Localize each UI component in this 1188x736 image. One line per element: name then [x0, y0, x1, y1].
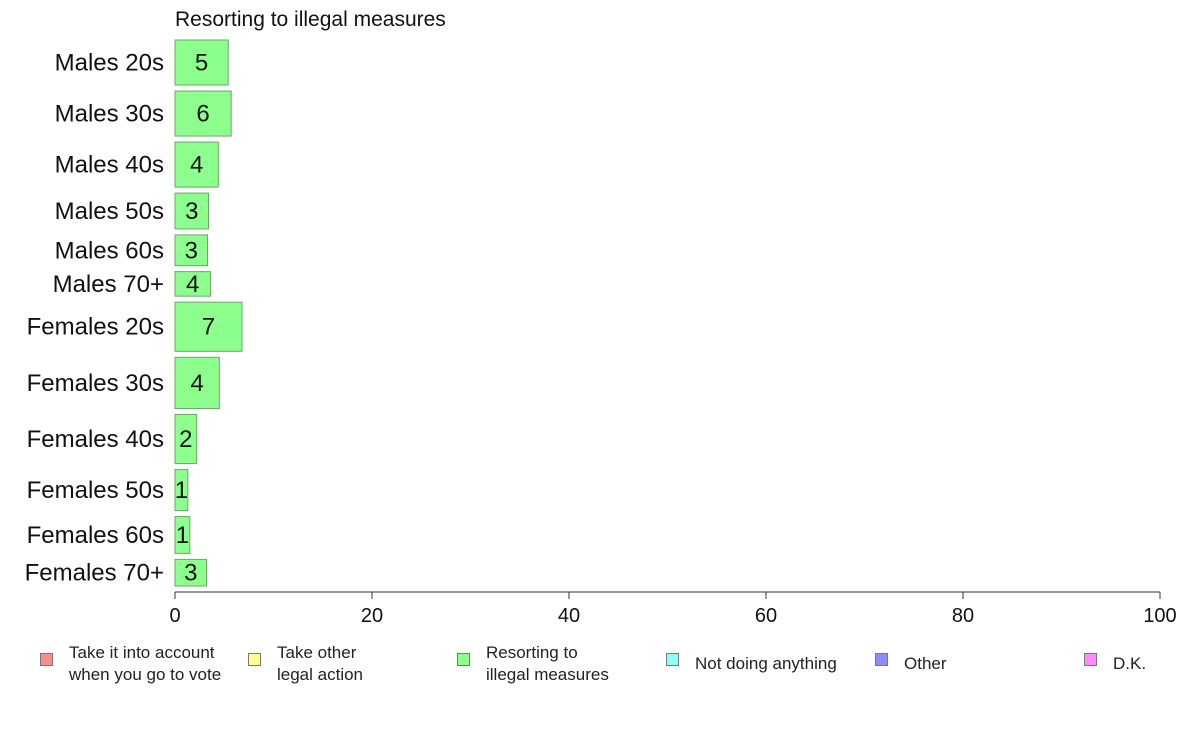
legend-label: Other	[904, 654, 947, 673]
category-label: Females 20s	[27, 314, 164, 341]
category-label: Females 40s	[27, 426, 164, 453]
x-tick-label: 0	[169, 605, 180, 627]
legend-label: D.K.	[1113, 654, 1147, 673]
legend: Take it into account when you go to vote…	[0, 636, 1188, 696]
bar	[174, 558, 208, 587]
bar-value-label: 2	[179, 426, 192, 453]
bar	[174, 413, 198, 465]
category-label: Males 40s	[55, 152, 164, 179]
bar-value-label: 7	[202, 314, 215, 341]
bar-value-label: 1	[176, 522, 189, 549]
legend-swatch	[875, 653, 888, 666]
legend-label: Take it into account when you go to vote	[69, 643, 222, 684]
bar	[174, 356, 220, 409]
x-tick-label: 20	[361, 605, 383, 627]
bar-value-label: 4	[186, 271, 199, 298]
category-label: Males 60s	[55, 237, 164, 264]
legend-swatch	[248, 653, 261, 666]
legend-swatch	[457, 653, 470, 666]
bar	[174, 90, 232, 137]
legend-label: Not doing anything	[695, 654, 837, 673]
x-tick-label: 100	[1143, 605, 1176, 627]
category-label: Males 50s	[55, 198, 164, 225]
bar	[174, 301, 243, 352]
bar-value-label: 4	[190, 370, 203, 397]
bar	[174, 141, 219, 188]
bar-value-label: 1	[175, 477, 188, 504]
legend-item-take-into-account: Take it into account when you go to vote	[40, 642, 221, 686]
category-label: Males 70+	[53, 271, 164, 298]
bar	[174, 271, 211, 297]
legend-item-take-other-legal-action: Take other legal action	[248, 642, 363, 686]
bar	[174, 234, 209, 267]
bar-value-label: 6	[196, 101, 209, 128]
bar-value-label: 3	[185, 237, 198, 264]
category-label: Females 70+	[25, 560, 164, 587]
bar	[174, 192, 209, 230]
category-label: Males 20s	[55, 50, 164, 77]
legend-item-other: Other	[875, 642, 947, 675]
category-label: Females 50s	[27, 477, 164, 504]
legend-swatch	[666, 653, 679, 666]
bar	[174, 469, 189, 512]
x-tick-label: 80	[952, 605, 974, 627]
bar-value-label: 5	[195, 50, 208, 77]
legend-item-resorting-to-illegal-measures: Resorting to illegal measures	[457, 642, 609, 686]
bar	[174, 39, 229, 86]
bar-chart: Resorting to illegal measures 5 Males 20s…	[25, 8, 1177, 627]
bars-group: 5 Males 20s 6 Males 30s 4 Males 40s 3 Males 50s…	[25, 39, 243, 587]
bar-value-label: 3	[185, 198, 198, 225]
legend-item-not-doing-anything: Not doing anything	[666, 642, 837, 675]
category-label: Females 60s	[27, 522, 164, 549]
legend-item-dk: D.K.	[1084, 642, 1146, 675]
x-tick-label: 40	[558, 605, 580, 627]
legend-label: Resorting to illegal measures	[486, 643, 609, 684]
legend-swatch	[1084, 653, 1097, 666]
bar	[174, 516, 191, 554]
chart-title: Resorting to illegal measures	[175, 8, 446, 31]
category-label: Females 30s	[27, 370, 164, 397]
bar-value-label: 3	[184, 560, 197, 587]
category-label: Males 30s	[55, 101, 164, 128]
legend-swatch	[40, 653, 53, 666]
x-axis: 0 20 40 60 80 100	[169, 591, 1177, 627]
x-tick-label: 60	[755, 605, 777, 627]
bar-value-label: 4	[190, 152, 203, 179]
legend-label: Take other legal action	[277, 643, 364, 684]
